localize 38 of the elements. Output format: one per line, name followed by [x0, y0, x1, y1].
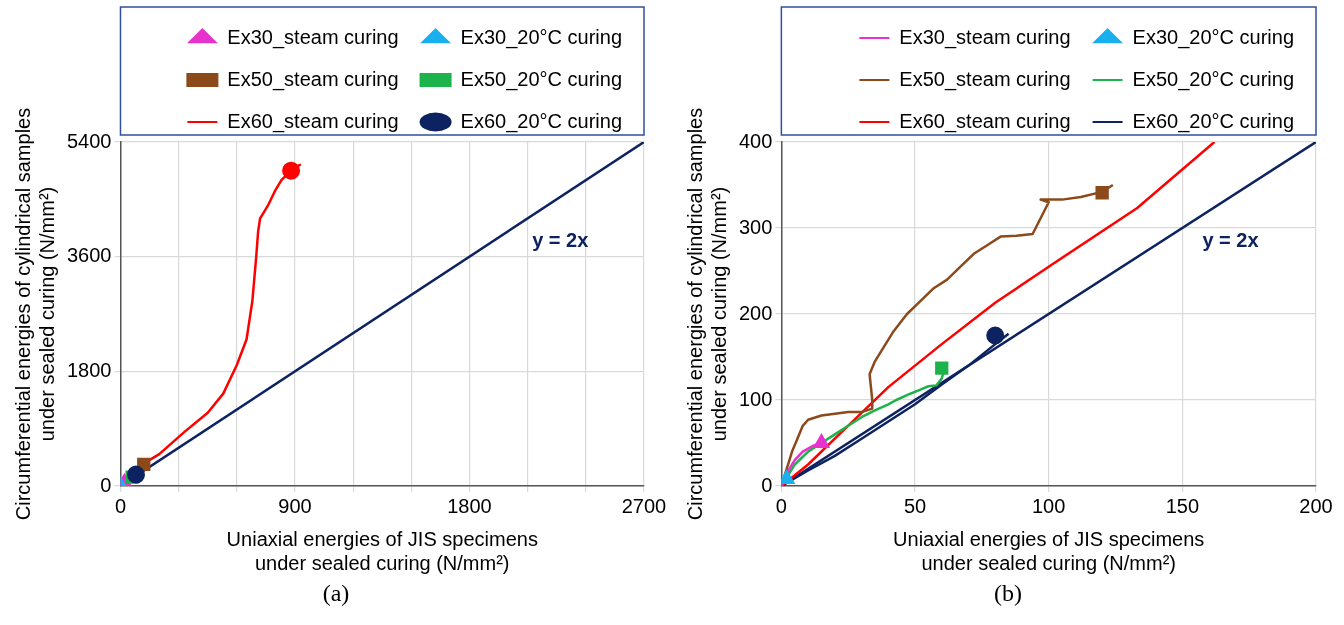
x-tick-label: 2700 [621, 494, 667, 517]
y-tick-label: 200 [738, 301, 773, 324]
y-tick-label: 100 [738, 387, 773, 410]
x-tick-label: 200 [1299, 494, 1333, 517]
legend-label: Ex60_20°C curing [1132, 109, 1295, 133]
x-axis-title: Uniaxial energies of JIS specimens under sealed curing (N/mm²) [226, 527, 538, 574]
x-tick-label: 1800 [447, 494, 492, 517]
legend-label: Ex60_steam curing [899, 109, 1071, 133]
x-tick-label: 0 [775, 494, 787, 517]
legend-label: Ex50_steam curing [227, 67, 399, 91]
text: (a) [321, 580, 351, 607]
y-axis-title: Circumferential energies of cylindrical samples under sealed curing (N/mm²) [683, 107, 730, 521]
y-tick-label: 400 [738, 129, 773, 152]
legend-label: Ex30_steam curing [899, 25, 1071, 49]
y-tick-label: 300 [738, 215, 773, 238]
legend-label: Ex30_20°C curing [460, 25, 623, 49]
x-tick-label: 900 [278, 494, 312, 517]
legend-label: Ex50_20°C curing [460, 67, 623, 91]
legend-label: Ex50_20°C curing [1132, 67, 1295, 91]
y-tick-label: 3600 [66, 244, 112, 267]
legend-label: Ex30_steam curing [227, 25, 399, 49]
legend-label: Ex60_20°C curing [460, 109, 623, 133]
y-tick-label: 5400 [66, 129, 112, 152]
x-tick-label: 0 [114, 494, 127, 517]
legend-label: Ex50_steam curing [899, 67, 1071, 91]
text: (b) [993, 580, 1023, 607]
x-tick-label: 50 [903, 494, 927, 517]
legend-label: Ex60_steam curing [227, 109, 399, 133]
y-tick-label: 1800 [66, 358, 112, 381]
y-axis-title: Circumferential energies of cylindrical samples under sealed curing (N/mm²) [11, 107, 58, 521]
legend-label: Ex30_20°C curing [1132, 25, 1295, 49]
x-tick-label: 150 [1165, 494, 1200, 517]
x-axis-title: Uniaxial energies of JIS specimens under sealed curing (N/mm²) [893, 527, 1205, 574]
y-tick-label: 0 [100, 473, 112, 496]
x-tick-label: 100 [1032, 494, 1066, 517]
y-tick-label: 0 [761, 473, 773, 496]
annotation: y = 2x [1202, 229, 1259, 252]
annotation: y = 2x [532, 229, 589, 252]
